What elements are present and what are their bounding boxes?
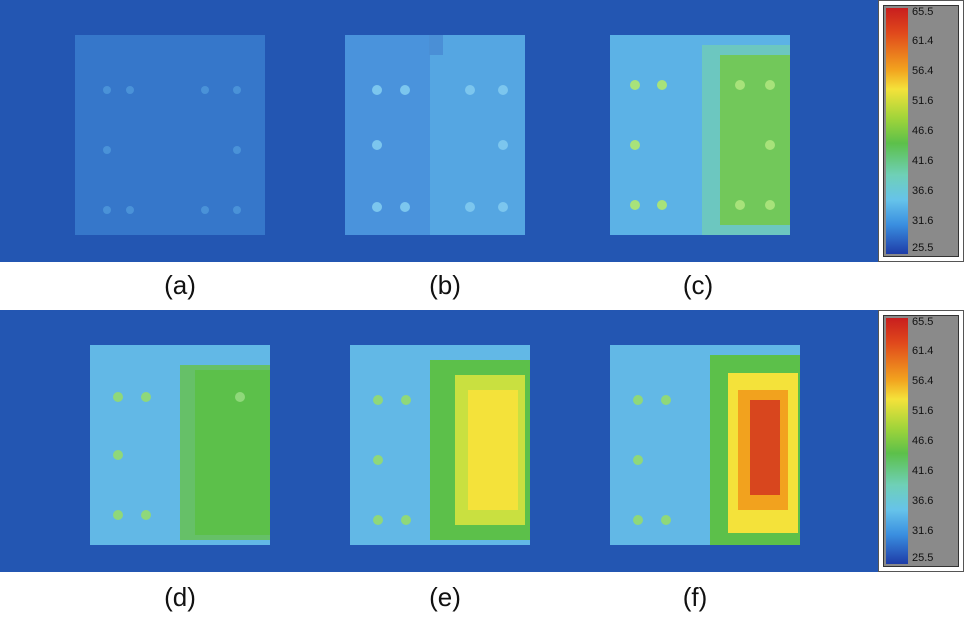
- scale-label: 51.6: [912, 95, 934, 107]
- color-scale-bar: [886, 318, 908, 564]
- thermal-image-e: [350, 345, 540, 550]
- scale-label: 41.6: [912, 465, 934, 477]
- scale-label: 65.5: [912, 6, 934, 18]
- device-body: [75, 35, 265, 235]
- caption-c: (c): [682, 270, 714, 300]
- thermal-image-a: [75, 35, 275, 240]
- thermal-image-d: [90, 345, 280, 550]
- color-scale-frame: 65.5 61.4 56.4 51.6 46.6 41.6 36.6 31.6 …: [883, 315, 959, 567]
- scale-label: 31.6: [912, 525, 934, 537]
- caption-f: (f): [682, 582, 708, 612]
- thermal-image-f: [610, 345, 810, 550]
- scale-label: 36.6: [912, 495, 934, 507]
- caption-b: (b): [429, 270, 461, 300]
- thermal-strip-bottom: [0, 310, 878, 572]
- scale-label: 46.6: [912, 435, 934, 447]
- caption-e: (e): [429, 582, 461, 612]
- thermal-image-b: [345, 35, 545, 240]
- thermal-image-c: [610, 35, 800, 240]
- scale-label: 36.6: [912, 185, 934, 197]
- color-scale-bar: [886, 8, 908, 254]
- scale-label: 25.5: [912, 552, 934, 564]
- scale-label: 61.4: [912, 345, 934, 357]
- caption-d: (d): [164, 582, 196, 612]
- scale-label: 46.6: [912, 125, 934, 137]
- color-scale-top: 65.5 61.4 56.4 51.6 46.6 41.6 36.6 31.6 …: [878, 0, 964, 262]
- thermal-strip-top: [0, 0, 878, 262]
- scale-label: 56.4: [912, 375, 934, 387]
- scale-label: 51.6: [912, 405, 934, 417]
- scale-label: 31.6: [912, 215, 934, 227]
- caption-a: (a): [164, 270, 196, 300]
- scale-label: 41.6: [912, 155, 934, 167]
- color-scale-frame: 65.5 61.4 56.4 51.6 46.6 41.6 36.6 31.6 …: [883, 5, 959, 257]
- color-scale-bottom: 65.5 61.4 56.4 51.6 46.6 41.6 36.6 31.6 …: [878, 310, 964, 572]
- scale-label: 65.5: [912, 316, 934, 328]
- scale-label: 61.4: [912, 35, 934, 47]
- scale-label: 56.4: [912, 65, 934, 77]
- scale-label: 25.5: [912, 242, 934, 254]
